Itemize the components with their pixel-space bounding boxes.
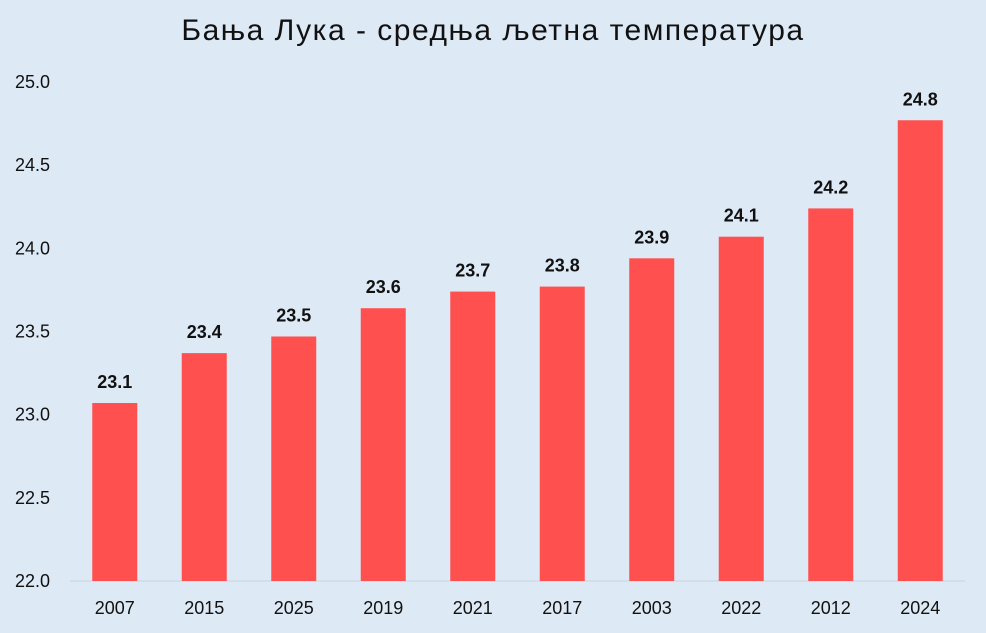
y-tick-label: 25.0 [15, 72, 50, 92]
y-tick-label: 24.0 [15, 238, 50, 258]
x-tick-label: 2021 [453, 598, 493, 618]
y-tick-label: 23.5 [15, 322, 50, 342]
data-label: 23.9 [634, 227, 669, 247]
data-label: 23.4 [187, 322, 222, 342]
x-tick-label: 2007 [95, 598, 135, 618]
bar-2022 [718, 236, 764, 581]
y-tick-label: 22.0 [15, 571, 50, 591]
chart-title: Бања Лука - средња љетна температура [181, 14, 805, 47]
data-labels: 23.1 23.4 23.5 23.6 23.7 23.8 23.9 24.1 24.2 24.8 [97, 89, 938, 392]
data-label: 23.7 [455, 261, 490, 281]
bar-2007 [92, 403, 138, 581]
y-tick-label: 23.0 [15, 405, 50, 425]
data-label: 24.8 [903, 89, 938, 109]
bar-2021 [450, 291, 496, 581]
x-tick-label: 2019 [363, 598, 403, 618]
x-axis-ticks: 2007 2015 2025 2019 2021 2017 2003 2022 2012 2024 [95, 598, 941, 618]
bars [92, 120, 943, 582]
data-label: 23.6 [366, 277, 401, 297]
data-label: 23.8 [545, 256, 580, 276]
y-tick-label: 22.5 [15, 488, 50, 508]
x-tick-label: 2015 [184, 598, 224, 618]
x-tick-label: 2022 [721, 598, 761, 618]
data-label: 23.5 [276, 305, 311, 325]
data-label: 24.2 [813, 177, 848, 197]
data-label: 23.1 [97, 372, 132, 392]
y-axis-ticks: 22.0 22.5 23.0 23.5 24.0 24.5 25.0 [15, 72, 50, 591]
x-tick-label: 2025 [274, 598, 314, 618]
x-tick-label: 2012 [811, 598, 851, 618]
bar-2024 [897, 120, 943, 582]
x-tick-label: 2003 [632, 598, 672, 618]
data-label: 24.1 [724, 206, 759, 226]
x-tick-label: 2024 [900, 598, 940, 618]
bar-2015 [181, 353, 227, 581]
bar-2003 [629, 258, 675, 581]
bar-2017 [539, 286, 585, 581]
bar-2019 [360, 308, 406, 581]
bar-2012 [808, 208, 854, 581]
y-tick-label: 24.5 [15, 155, 50, 175]
bar-2025 [271, 336, 317, 581]
x-tick-label: 2017 [542, 598, 582, 618]
